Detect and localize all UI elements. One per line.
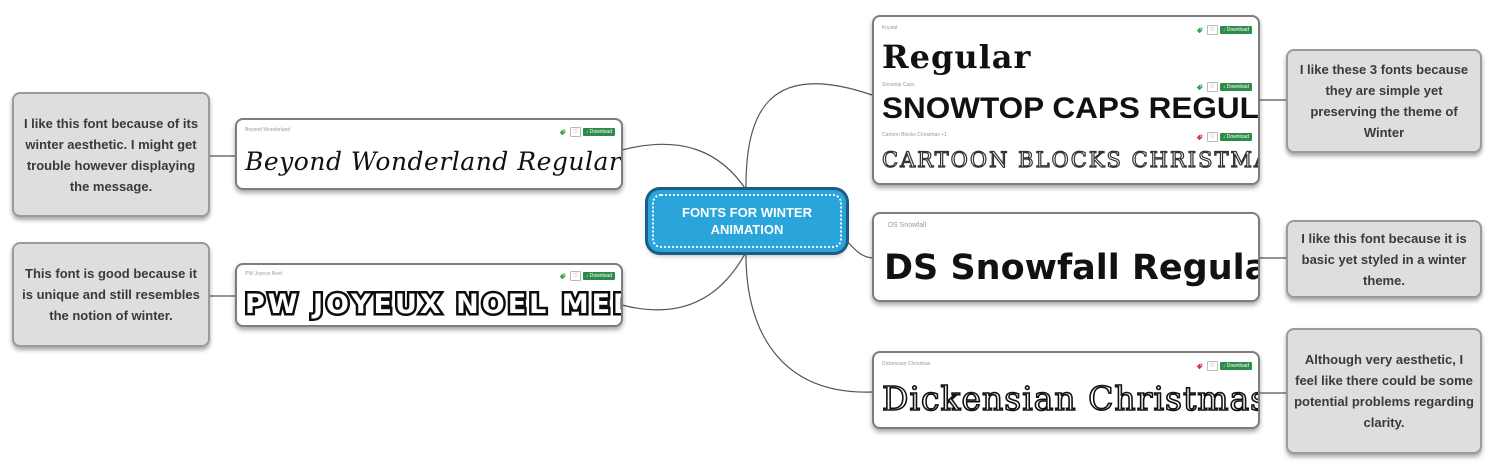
font-row-ds-snowfall: DS Snowfall DS Snowfall Regular: [882, 222, 1258, 298]
heart-icon[interactable]: ♡: [569, 271, 581, 281]
note-text: I like this font because of its winter a…: [23, 115, 199, 194]
font-name: Krystal: [882, 25, 898, 31]
note-text: I like these 3 fonts because they are si…: [1299, 62, 1469, 140]
note-beyond-wonderland[interactable]: I like this font because of its winter a…: [12, 92, 210, 217]
tag-icon: [559, 273, 566, 279]
download-label: Download: [589, 129, 612, 135]
font-preview: DS Snowfall Regular: [884, 248, 1260, 288]
download-button[interactable]: ↓ Download: [1219, 133, 1252, 141]
download-label: Download: [1226, 27, 1249, 33]
tag-icon: [1196, 27, 1203, 33]
link-central-ds: [845, 239, 875, 259]
download-button[interactable]: ↓ Download: [582, 272, 615, 280]
download-button[interactable]: ↓ Download: [582, 128, 615, 136]
download-button[interactable]: ↓ Download: [1219, 26, 1252, 34]
font-row-snowtop-caps: Snowtop Caps ♡ ↓ Download SNOWTOP CAPS R…: [882, 82, 1258, 130]
heart-icon[interactable]: ♡: [1206, 25, 1218, 35]
font-row-krystal: Krystal ♡ ↓ Download Regular: [882, 25, 1252, 81]
font-preview: Regular: [882, 38, 1032, 76]
tag-icon: [1196, 84, 1203, 90]
font-row-cartoon-blocks: Cartoon Blocks Christmas +1 ♡ ↓ Download…: [881, 132, 1258, 180]
font-card-group-three[interactable]: Krystal ♡ ↓ Download Regular Snowtop Cap…: [872, 15, 1260, 185]
tag-icon: [1196, 134, 1203, 140]
download-button[interactable]: ↓ Download: [1219, 362, 1252, 370]
font-card-dickensian-christmas[interactable]: Dickensian Christmas ♡ ↓ Download Dicken…: [872, 351, 1260, 429]
font-card-joyeux-noel[interactable]: PW Joyeux Noel ♡ ↓ Download PW JOYEUX NO…: [235, 263, 623, 327]
font-actions: ♡ ↓ Download: [1196, 82, 1252, 92]
font-name: Snowtop Caps: [882, 82, 915, 88]
download-label: Download: [1226, 84, 1249, 90]
heart-icon[interactable]: ♡: [1206, 82, 1218, 92]
note-text: I like this font because it is basic yet…: [1301, 230, 1467, 288]
font-card-ds-snowfall[interactable]: DS Snowfall DS Snowfall Regular: [872, 212, 1260, 302]
note-text: Although very aesthetic, I feel like the…: [1294, 352, 1474, 430]
font-name: PW Joyeux Noel: [245, 271, 282, 277]
link-central-beyond: [621, 143, 748, 192]
font-actions: ♡ ↓ Download: [1196, 361, 1252, 371]
font-row-joyeux-noel: PW Joyeux Noel ♡ ↓ Download PW JOYEUX NO…: [242, 271, 621, 325]
note-dickensian-christmas[interactable]: Although very aesthetic, I feel like the…: [1286, 328, 1482, 454]
heart-icon[interactable]: ♡: [1206, 361, 1218, 371]
font-preview: PW JOYEUX NOEL MEDIUM: [242, 287, 621, 323]
download-label: Download: [1226, 134, 1249, 140]
font-actions: ♡ ↓ Download: [559, 271, 615, 281]
note-joyeux-noel[interactable]: This font is good because it is unique a…: [12, 242, 210, 347]
font-card-beyond-wonderland[interactable]: Beyond Wonderland ♡ ↓ Download Beyond Wo…: [235, 118, 623, 190]
font-row-beyond-wonderland: Beyond Wonderland ♡ ↓ Download Beyond Wo…: [245, 127, 621, 187]
note-group-three[interactable]: I like these 3 fonts because they are si…: [1286, 49, 1482, 153]
font-preview: SNOWTOP CAPS REGULAR: [882, 92, 1259, 125]
font-name: Cartoon Blocks Christmas +1: [882, 132, 947, 138]
font-actions: ♡ ↓ Download: [559, 127, 615, 137]
font-preview: CARTOON BLOCKS CHRISTMAS: [881, 147, 1260, 172]
font-name: Beyond Wonderland: [245, 127, 291, 133]
download-label: Download: [589, 273, 612, 279]
download-button[interactable]: ↓ Download: [1219, 83, 1252, 91]
central-topic-dotted-border: [652, 194, 842, 248]
font-actions: ♡ ↓ Download: [1196, 132, 1252, 142]
link-central-dickensian: [745, 251, 873, 393]
note-ds-snowfall[interactable]: I like this font because it is basic yet…: [1286, 220, 1482, 298]
font-row-dickensian-christmas: Dickensian Christmas ♡ ↓ Download Dicken…: [881, 361, 1258, 425]
central-topic-label: FONTS FOR WINTER ANIMATION: [682, 205, 812, 237]
central-topic[interactable]: FONTS FOR WINTER ANIMATION: [648, 190, 846, 252]
tag-icon: [559, 129, 566, 135]
heart-icon[interactable]: ♡: [1206, 132, 1218, 142]
font-name: Dickensian Christmas: [882, 361, 931, 367]
link-central-joyeux: [621, 251, 747, 311]
font-preview: Beyond Wonderland Regular: [245, 147, 622, 176]
tag-icon: [1196, 363, 1203, 369]
link-central-group3: [745, 83, 873, 192]
note-text: This font is good because it is unique a…: [22, 266, 200, 323]
download-label: Download: [1226, 363, 1249, 369]
font-preview: Dickensian Christmas: [881, 378, 1260, 419]
font-name: DS Snowfall: [888, 222, 927, 229]
heart-icon[interactable]: ♡: [569, 127, 581, 137]
font-actions: ♡ ↓ Download: [1196, 25, 1252, 35]
